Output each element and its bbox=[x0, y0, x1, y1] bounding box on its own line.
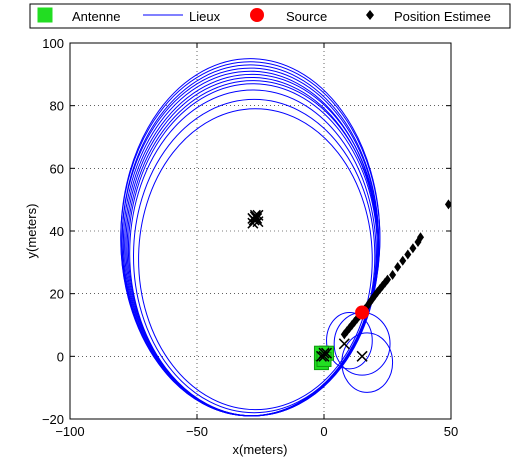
cross-marker bbox=[247, 217, 259, 229]
estimated-position-marker bbox=[404, 249, 412, 260]
x-tick-label: −100 bbox=[55, 424, 84, 439]
legend-entry-position-estimee: Position Estimee bbox=[366, 9, 491, 24]
estimated-position-marker bbox=[417, 232, 425, 243]
y-tick-label: 40 bbox=[50, 224, 64, 239]
legend-entry-source: Source bbox=[250, 8, 327, 24]
cross-marker bbox=[356, 350, 368, 362]
plot-data bbox=[120, 58, 451, 417]
estimated-position-marker bbox=[444, 199, 451, 210]
legend-swatch-position-estimee bbox=[366, 10, 374, 20]
x-tick-label: 0 bbox=[320, 424, 327, 439]
legend-label-source: Source bbox=[286, 9, 327, 24]
legend-label-position-estimee: Position Estimee bbox=[394, 9, 491, 24]
cross-marker bbox=[321, 347, 333, 359]
source-marker bbox=[355, 305, 370, 320]
legend-label-lieux: Lieux bbox=[189, 9, 221, 24]
lieux-curve bbox=[129, 89, 377, 417]
legend-swatch-antenne bbox=[37, 7, 53, 23]
y-tick-label: 60 bbox=[50, 161, 64, 176]
lieux-small-loop bbox=[326, 311, 373, 370]
lieux-small-loop bbox=[341, 332, 394, 393]
legend-swatch-source bbox=[250, 8, 264, 22]
y-tick-label: 0 bbox=[57, 349, 64, 364]
x-tick-label: 50 bbox=[444, 424, 458, 439]
legend-entry-antenne: Antenne bbox=[37, 7, 120, 24]
y-tick-label: −20 bbox=[42, 412, 64, 427]
cross-marker bbox=[252, 209, 264, 221]
estimated-position-marker bbox=[389, 269, 397, 280]
grid bbox=[70, 43, 451, 419]
y-axis-label: y(meters) bbox=[24, 204, 39, 259]
cross-marker bbox=[318, 347, 330, 359]
legend-label-antenne: Antenne bbox=[72, 9, 120, 24]
estimated-position-marker bbox=[394, 262, 402, 273]
legend-entry-lieux: Lieux bbox=[143, 9, 221, 24]
lieux-curve bbox=[138, 108, 373, 411]
y-tick-label: 20 bbox=[50, 287, 64, 302]
estimated-position-marker bbox=[399, 255, 407, 266]
cross-marker bbox=[247, 212, 259, 224]
y-tick-label: 100 bbox=[42, 36, 64, 51]
x-axis-label: x(meters) bbox=[233, 442, 288, 457]
cross-marker bbox=[338, 338, 350, 350]
x-tick-label: −50 bbox=[186, 424, 208, 439]
estimated-position-marker bbox=[384, 274, 391, 285]
estimated-position-marker bbox=[340, 329, 348, 340]
lieux-curve bbox=[133, 98, 376, 414]
legend: Antenne Lieux Source Position Estimee bbox=[29, 3, 511, 29]
estimated-position-marker bbox=[409, 243, 417, 254]
tick-labels: −100 −50 0 50 −20 0 20 40 60 80 100 bbox=[42, 36, 458, 439]
axis-ticks bbox=[69, 42, 452, 420]
legend-box bbox=[29, 3, 511, 29]
y-tick-label: 80 bbox=[50, 99, 64, 114]
